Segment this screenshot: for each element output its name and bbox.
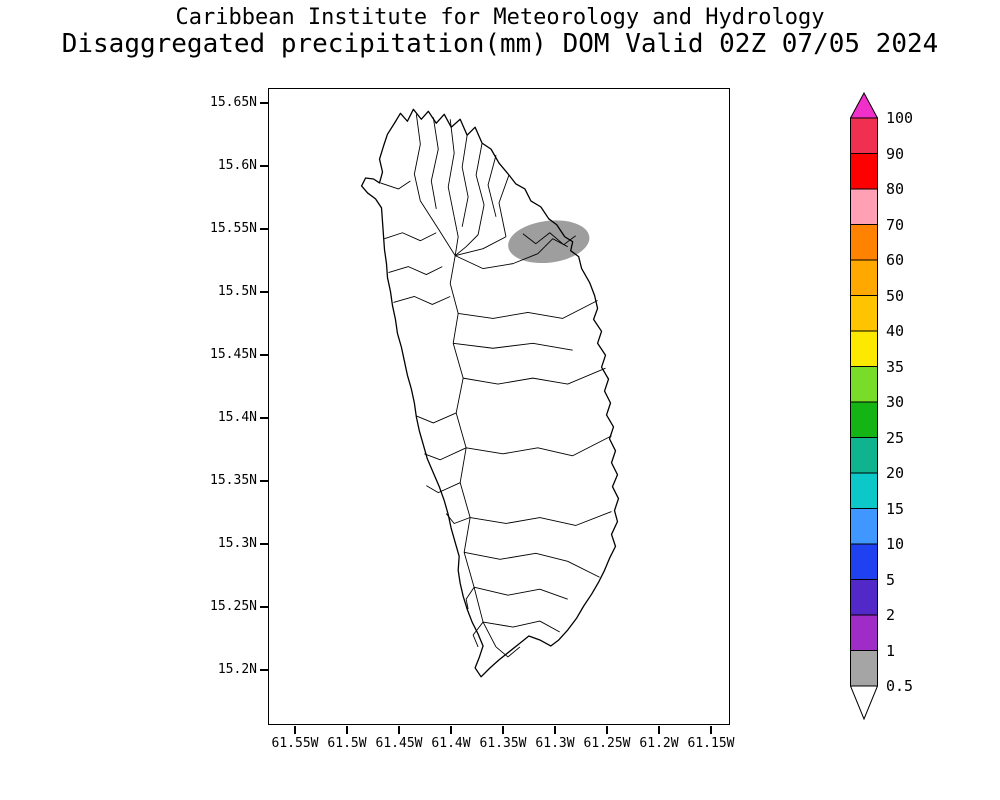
- colorbar-segment: [850, 401, 878, 438]
- x-axis-label: 61.4W: [431, 736, 471, 751]
- colorbar-label: 5: [886, 570, 896, 589]
- colorbar-svg: [850, 92, 878, 721]
- colorbar-arrow-bottom: [850, 685, 878, 721]
- x-axis-label: 61.35W: [479, 736, 527, 751]
- colorbar-segment: [850, 543, 878, 580]
- colorbar-labels: 100 90 80 70 60 50 40 35 30 25 20 15 10 5 2 1 0.5: [886, 92, 936, 721]
- y-axis-tick: [260, 669, 268, 671]
- y-axis-label: 15.5N: [217, 284, 257, 299]
- colorbar-label: 20: [886, 464, 905, 482]
- y-axis-label: 15.65N: [210, 95, 257, 110]
- y-axis-label: 15.4N: [217, 410, 257, 425]
- y-axis-label: 15.3N: [217, 536, 257, 551]
- colorbar-segment: [850, 614, 878, 651]
- y-axis-tick: [260, 480, 268, 482]
- y-axis-label: 15.2N: [217, 662, 257, 677]
- x-axis-tick: [606, 726, 608, 734]
- x-axis-ticks: [268, 726, 730, 734]
- dominica-coastline: [360, 108, 620, 678]
- y-axis-label: 15.55N: [210, 221, 257, 236]
- colorbar-arrow-top: [850, 92, 878, 119]
- colorbar-label: 90: [886, 144, 905, 163]
- map-plot: [268, 88, 730, 725]
- x-axis-label: 61.25W: [583, 736, 631, 751]
- colorbar-segment: [850, 330, 878, 367]
- colorbar-label: 70: [886, 215, 905, 234]
- x-axis-label: 61.55W: [271, 736, 319, 751]
- title-line-1: Caribbean Institute for Meteorology and …: [175, 5, 825, 30]
- colorbar-label: 40: [886, 322, 905, 340]
- colorbar-label: 25: [886, 428, 905, 447]
- colorbar-segment: [850, 188, 878, 225]
- colorbar-segment: [850, 650, 878, 687]
- y-axis-label: 15.25N: [210, 599, 257, 614]
- watershed-boundaries: [380, 114, 612, 658]
- x-axis-tick: [658, 726, 660, 734]
- precip-shaded-area: [508, 220, 590, 264]
- colorbar-segment: [850, 224, 878, 261]
- colorbar-segment: [850, 295, 878, 332]
- y-axis-label: 15.45N: [210, 347, 257, 362]
- y-axis-tick: [260, 291, 268, 293]
- y-axis-tick: [260, 165, 268, 167]
- y-axis-tick: [260, 102, 268, 104]
- x-axis-label: 61.2W: [639, 736, 679, 751]
- colorbar-segment: [850, 153, 878, 190]
- colorbar-label: 80: [886, 180, 905, 198]
- x-axis-label: 61.5W: [327, 736, 367, 751]
- y-axis-label: 15.35N: [210, 473, 257, 488]
- x-axis-tick: [294, 726, 296, 734]
- x-axis-label: 61.45W: [375, 736, 423, 751]
- y-axis-tick: [260, 228, 268, 230]
- x-axis-label: 61.3W: [535, 736, 575, 751]
- y-axis-labels: 15.65N 15.6N 15.55N 15.5N 15.45N 15.4N 15.35N 1…: [185, 88, 257, 725]
- colorbar-segment: [850, 472, 878, 509]
- x-axis-tick: [450, 726, 452, 734]
- colorbar-label: 50: [886, 286, 905, 305]
- y-axis-tick: [260, 606, 268, 608]
- x-axis-label: 61.15W: [687, 736, 735, 751]
- y-axis-tick: [260, 417, 268, 419]
- colorbar-label: 60: [886, 251, 905, 269]
- x-axis-tick: [710, 726, 712, 734]
- y-axis-tick: [260, 354, 268, 356]
- colorbar-segment: [850, 579, 878, 616]
- colorbar-segment: [850, 259, 878, 296]
- colorbar-segment: [850, 117, 878, 154]
- colorbar-label: 15: [886, 499, 905, 518]
- colorbar-segment: [850, 366, 878, 403]
- x-axis-labels: 61.55W 61.5W 61.45W 61.4W 61.35W 61.3W 61.25W 6…: [268, 736, 735, 754]
- colorbar-label: 100: [886, 109, 914, 127]
- dominica-map-svg: [360, 108, 620, 678]
- y-axis-ticks: [260, 88, 268, 725]
- x-axis-tick: [346, 726, 348, 734]
- x-axis-tick: [554, 726, 556, 734]
- colorbar-label: 35: [886, 357, 905, 376]
- y-axis-label: 15.6N: [217, 158, 257, 173]
- colorbar-segment: [850, 437, 878, 474]
- title-line-2: Disaggregated precipitation(mm) DOM Vali…: [61, 29, 939, 59]
- colorbar-label: 1: [886, 641, 896, 660]
- x-axis-tick: [398, 726, 400, 734]
- y-axis-tick: [260, 543, 268, 545]
- colorbar-label: 30: [886, 393, 905, 411]
- x-axis-tick: [502, 726, 504, 734]
- colorbar-label: 0.5: [886, 677, 914, 695]
- colorbar-label: 2: [886, 606, 896, 624]
- colorbar-segment: [850, 508, 878, 545]
- colorbar-label: 10: [886, 535, 905, 553]
